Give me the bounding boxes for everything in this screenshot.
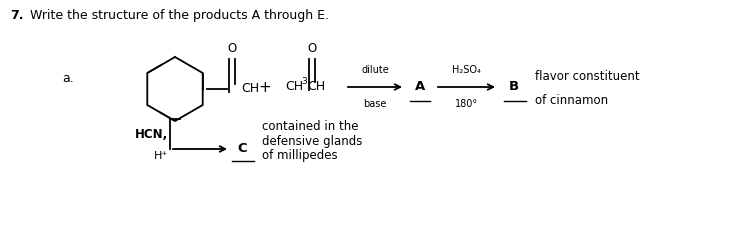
- Text: 180°: 180°: [455, 99, 478, 109]
- Text: +: +: [259, 79, 272, 94]
- Text: O: O: [227, 42, 237, 55]
- Text: C: C: [237, 143, 247, 155]
- Text: contained in the
defensive glands
of millipedes: contained in the defensive glands of mil…: [262, 119, 362, 163]
- Text: H⁺: H⁺: [154, 151, 168, 161]
- Text: H₂SO₄: H₂SO₄: [452, 65, 481, 75]
- Text: of cinnamon: of cinnamon: [535, 94, 608, 108]
- Text: 3: 3: [301, 77, 306, 86]
- Text: CH: CH: [285, 81, 303, 94]
- Text: 7.: 7.: [10, 9, 24, 22]
- Text: flavor constituent: flavor constituent: [535, 71, 640, 84]
- Text: CH: CH: [307, 81, 325, 94]
- Text: CH: CH: [241, 82, 259, 96]
- Text: B: B: [509, 81, 519, 94]
- Text: O: O: [307, 42, 317, 55]
- Text: Write the structure of the products A through E.: Write the structure of the products A th…: [22, 9, 329, 22]
- Text: A: A: [415, 81, 425, 94]
- Text: a.: a.: [62, 72, 73, 86]
- Text: base: base: [364, 99, 387, 109]
- Text: dilute: dilute: [361, 65, 389, 75]
- Text: HCN,: HCN,: [135, 128, 168, 141]
